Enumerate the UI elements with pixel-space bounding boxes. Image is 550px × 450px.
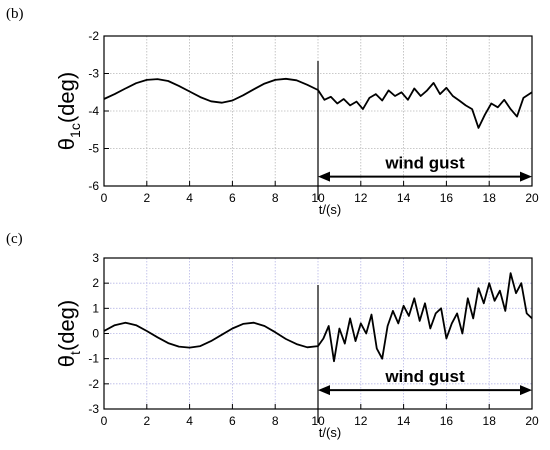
panel-b-ylabel-unit: (deg) — [54, 72, 79, 123]
y-tick-label: -5 — [88, 142, 99, 156]
x-tick-label: 12 — [354, 191, 368, 205]
x-tick-label: 2 — [143, 414, 150, 428]
panel-b-label: (b) — [6, 6, 24, 22]
panel-b-y-axis-label: θ1c(deg) — [54, 72, 83, 150]
x-tick-label: 4 — [186, 414, 193, 428]
panel-c-annotation: wind gust — [318, 367, 532, 396]
x-tick-label: 16 — [440, 414, 454, 428]
x-tick-label: 18 — [483, 191, 497, 205]
x-tick-label: 14 — [397, 414, 411, 428]
panel-c-ylabel-symbol: θ — [54, 355, 79, 367]
y-tick-label: 3 — [92, 251, 99, 265]
x-tick-label: 4 — [186, 191, 193, 205]
gust-arrow-right-head — [520, 385, 532, 396]
panel-c-label: (c) — [6, 231, 23, 247]
x-tick-label: 12 — [354, 414, 368, 428]
x-tick-label: 8 — [272, 191, 279, 205]
x-tick-label: 16 — [440, 191, 454, 205]
y-tick-label: 0 — [92, 327, 99, 341]
y-tick-label: -4 — [88, 104, 99, 118]
gust-label: wind gust — [384, 154, 465, 173]
chart-panel-b: 0 2 4 6 8 10 12 14 16 18 20-6-5-4-3-2 wind gust t/… — [54, 29, 539, 217]
x-tick-label: 0 — [101, 414, 108, 428]
x-tick-label: 0 — [101, 191, 108, 205]
y-tick-label: -3 — [88, 402, 99, 416]
panel-b-x-axis-label: t/(s) — [319, 202, 341, 217]
y-tick-label: -1 — [88, 352, 99, 366]
panel-c-y-axis-label: θt(deg) — [54, 300, 83, 368]
panel-c-ylabel-unit: (deg) — [54, 300, 79, 351]
x-tick-label: 14 — [397, 191, 411, 205]
panel-b-ylabel-subscript: 1c — [67, 123, 83, 138]
gust-label: wind gust — [384, 367, 465, 386]
gust-arrow-left-head — [318, 171, 330, 182]
panel-c-ylabel-subscript: t — [67, 351, 83, 355]
panel-c-series — [103, 272, 533, 363]
y-tick-label: 2 — [92, 276, 99, 290]
gust-arrow-right-head — [520, 171, 532, 182]
y-tick-label: -6 — [88, 179, 99, 193]
panel-c-x-axis-label: t/(s) — [319, 425, 341, 440]
y-tick-label: -3 — [88, 67, 99, 81]
x-tick-label: 8 — [272, 414, 279, 428]
x-tick-label: 20 — [525, 414, 539, 428]
gust-arrow-left-head — [318, 385, 330, 396]
panel-b-ylabel-symbol: θ — [54, 138, 79, 150]
y-tick-label: -2 — [88, 29, 99, 43]
y-tick-label: 1 — [92, 301, 99, 315]
panel-b-annotation: wind gust — [318, 154, 532, 182]
y-tick-label: -2 — [88, 377, 99, 391]
x-tick-label: 6 — [229, 191, 236, 205]
panel-b-tick-labels: 0 2 4 6 8 10 12 14 16 18 20-6-5-4-3-2 — [88, 29, 539, 205]
series-line — [103, 77, 533, 129]
x-tick-label: 2 — [143, 191, 150, 205]
x-tick-label: 6 — [229, 414, 236, 428]
panel-b-series — [103, 77, 533, 129]
x-tick-label: 18 — [483, 414, 497, 428]
x-tick-label: 20 — [525, 191, 539, 205]
series-line — [103, 272, 533, 363]
